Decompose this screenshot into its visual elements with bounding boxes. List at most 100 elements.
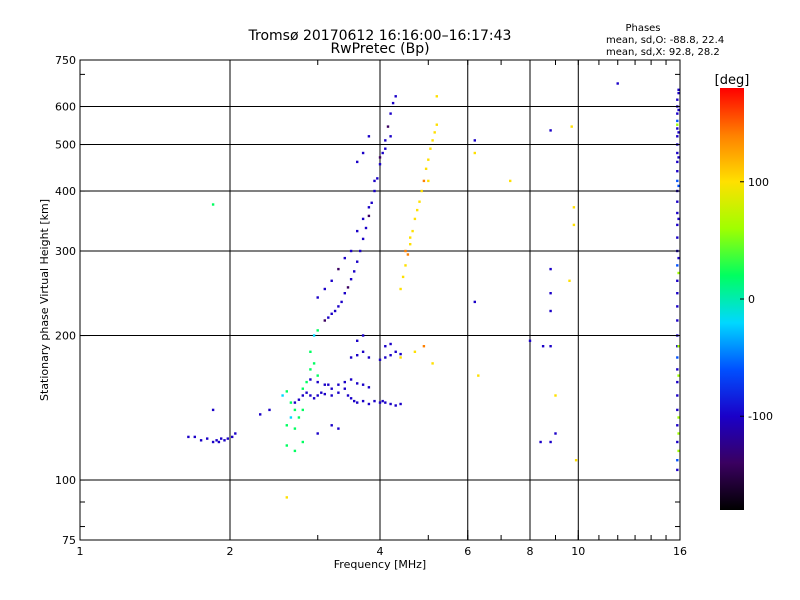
x-tick-label: 4 [377, 545, 384, 558]
data-point [389, 135, 392, 138]
data-point [528, 339, 532, 342]
data-point [677, 88, 680, 91]
data-point [384, 345, 387, 348]
data-point [473, 139, 476, 142]
data-point [367, 402, 371, 406]
colorbar: [deg] 100 0 -100 [715, 73, 773, 510]
data-point [676, 345, 679, 348]
chart-title: Tromsø 20170612 16:16:00–16:17:43 [248, 28, 512, 44]
data-point [309, 350, 312, 353]
data-point [424, 167, 428, 170]
data-point [367, 206, 371, 209]
colorbar-tick-label: 0 [748, 293, 755, 306]
data-point [435, 95, 438, 98]
data-point [677, 184, 680, 188]
data-point [677, 345, 680, 348]
data-point [259, 413, 262, 416]
data-point [676, 459, 679, 462]
plot-area: 1 2 4 6 8 10 16 75 100 200 300 400 500 600 750 [55, 54, 687, 558]
data-point [316, 380, 319, 384]
data-point [297, 416, 301, 419]
data-point [676, 292, 679, 295]
data-point [367, 386, 371, 389]
series-scattered-orange-yellow [285, 125, 578, 499]
data-point [676, 123, 679, 126]
series-scattered-echoes [259, 82, 619, 444]
data-point [676, 112, 679, 115]
data-point [404, 249, 407, 253]
y-tick-label: 75 [62, 534, 76, 547]
phase-stats-o: mean, sd,O: -88.8, 22.4 [606, 35, 724, 46]
data-point [361, 217, 365, 221]
colorbar-tick-label: -100 [748, 410, 773, 423]
data-point [361, 350, 365, 353]
data-point [676, 135, 679, 138]
data-point [391, 101, 395, 105]
data-point [435, 123, 438, 126]
data-point [676, 200, 679, 203]
data-point [312, 397, 316, 400]
data-point [406, 253, 410, 256]
data-point [549, 292, 552, 295]
data-point [316, 394, 319, 397]
data-point [429, 147, 432, 150]
data-point [356, 401, 359, 404]
data-point [297, 398, 301, 401]
data-point [349, 378, 353, 381]
data-point [343, 292, 346, 295]
data-point [568, 279, 571, 282]
axis-ticks: 1 2 4 6 8 10 16 75 100 200 300 400 500 600 750 [55, 54, 687, 558]
data-point [337, 391, 340, 394]
x-tick-label: 8 [527, 545, 534, 558]
data-point [211, 440, 215, 444]
data-point [301, 394, 304, 397]
data-point [187, 435, 190, 439]
data-point [220, 437, 223, 440]
y-tick-label: 200 [55, 330, 76, 343]
data-point [389, 112, 392, 115]
data-point [333, 309, 337, 313]
y-tick-label: 400 [55, 185, 76, 198]
data-point [413, 217, 417, 221]
data-point [206, 437, 209, 440]
data-point [293, 408, 297, 412]
data-point [356, 382, 359, 385]
data-point [268, 408, 271, 412]
data-point [677, 256, 680, 260]
data-point [378, 358, 382, 361]
data-point [477, 374, 480, 377]
data-point [676, 170, 679, 173]
data-point [384, 401, 387, 404]
data-point [389, 354, 392, 357]
data-point [473, 300, 476, 304]
data-point [401, 275, 405, 279]
data-point [312, 362, 316, 365]
data-point [337, 427, 340, 430]
data-point [361, 151, 365, 155]
data-point [340, 300, 343, 304]
data-point [676, 305, 679, 308]
x-tick-label: 1 [77, 545, 84, 558]
data-point [337, 267, 340, 271]
data-point [572, 206, 576, 209]
colorbar-label: [deg] [715, 73, 750, 88]
series-o-trace-160-band [309, 378, 371, 390]
data-point [343, 256, 346, 260]
data-point [293, 449, 297, 453]
data-point [420, 189, 423, 193]
data-point [549, 345, 552, 348]
data-point [356, 160, 359, 164]
data-point [281, 394, 284, 397]
data-point [356, 354, 359, 357]
data-point [676, 424, 679, 427]
colorbar-tick-label: 100 [748, 176, 769, 189]
data-point [301, 440, 304, 444]
data-point [404, 264, 407, 267]
data-point [422, 345, 426, 348]
x-tick-label: 10 [571, 545, 585, 558]
data-point [223, 439, 226, 442]
data-point [676, 408, 679, 412]
data-point [343, 387, 346, 390]
data-point [349, 356, 353, 359]
data-point [384, 139, 387, 142]
